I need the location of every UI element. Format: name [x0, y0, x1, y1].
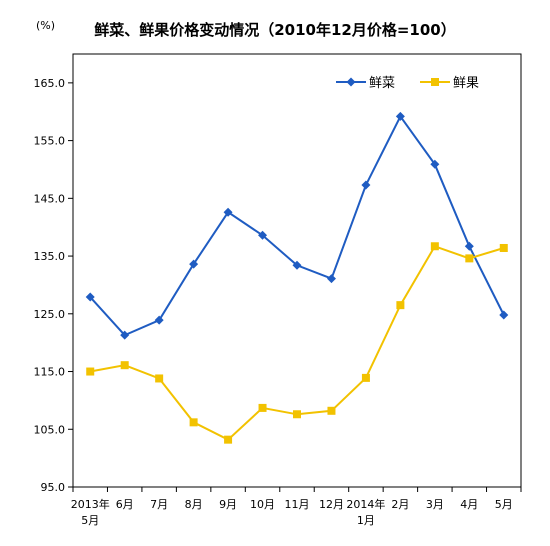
- data-point-diamond: [326, 274, 336, 284]
- plot-frame: [72, 53, 522, 488]
- chart-title: 鲜菜、鲜果价格变动情况（2010年12月价格=100）: [94, 21, 456, 39]
- x-tick-label: 2014年: [346, 497, 385, 511]
- x-tick-label: 7月: [150, 498, 168, 511]
- data-point-diamond: [292, 260, 302, 270]
- x-tick-label: 1月: [357, 514, 375, 527]
- x-tick-label: 3月: [426, 498, 444, 511]
- x-tick-label: 2月: [391, 498, 409, 511]
- data-point-diamond: [154, 315, 164, 325]
- data-point-square: [499, 243, 508, 252]
- legend: 鲜菜 鲜果: [336, 76, 479, 91]
- data-point-diamond: [223, 207, 233, 217]
- y-tick-label: 165.0: [34, 77, 66, 90]
- data-point-square: [258, 403, 267, 412]
- x-tick-label: 12月: [319, 498, 344, 511]
- y-tick-label: 105.0: [34, 423, 66, 436]
- data-point-diamond: [430, 159, 440, 169]
- data-point-square: [155, 374, 164, 383]
- data-point-square: [465, 254, 474, 263]
- y-tick-label: 125.0: [34, 308, 66, 321]
- data-point-square: [86, 367, 95, 376]
- x-tick-label: 10月: [250, 498, 275, 511]
- data-point-square: [189, 418, 198, 427]
- data-point-square: [224, 435, 233, 444]
- data-point-diamond: [464, 241, 474, 251]
- data-point-square: [293, 410, 301, 419]
- data-point-square: [396, 301, 405, 310]
- y-tick-label: 135.0: [34, 250, 66, 263]
- x-tick-label: 5月: [81, 514, 99, 527]
- plot-area: 95.0 105.0 115.0 125.0 135.0 145.0 155.0 165.0 2…: [34, 53, 522, 527]
- x-tick-label: 2013年: [71, 497, 110, 511]
- data-point-square: [327, 406, 336, 415]
- data-point-square: [361, 373, 370, 382]
- x-tick-label: 9月: [219, 498, 237, 511]
- legend-marker-diamond: [346, 77, 356, 87]
- x-tick-label: 5月: [495, 498, 513, 511]
- data-point-square: [430, 242, 439, 251]
- data-point-square: [120, 361, 129, 370]
- legend-label: 鲜果: [453, 76, 479, 91]
- data-point-diamond: [120, 330, 130, 340]
- data-point-diamond: [189, 259, 199, 269]
- data-point-diamond: [499, 310, 509, 320]
- legend-marker-square: [431, 78, 439, 86]
- x-tick-label: 4月: [460, 498, 478, 511]
- series-line-1: [89, 114, 505, 337]
- x-tick-label: 6月: [116, 498, 134, 511]
- data-point-diamond: [361, 180, 371, 190]
- x-tick-label: 11月: [285, 498, 310, 511]
- y-tick-label: 155.0: [34, 135, 66, 148]
- y-tick-label: 115.0: [34, 366, 66, 379]
- data-point-diamond: [258, 230, 268, 240]
- x-tick-label: 8月: [185, 498, 203, 511]
- data-point-diamond: [85, 292, 95, 302]
- y-tick-label: 95.0: [41, 481, 66, 494]
- legend-label: 鲜菜: [369, 76, 395, 91]
- unit-label: (%): [36, 19, 55, 32]
- y-tick-label: 145.0: [34, 192, 66, 205]
- data-point-diamond: [395, 111, 405, 121]
